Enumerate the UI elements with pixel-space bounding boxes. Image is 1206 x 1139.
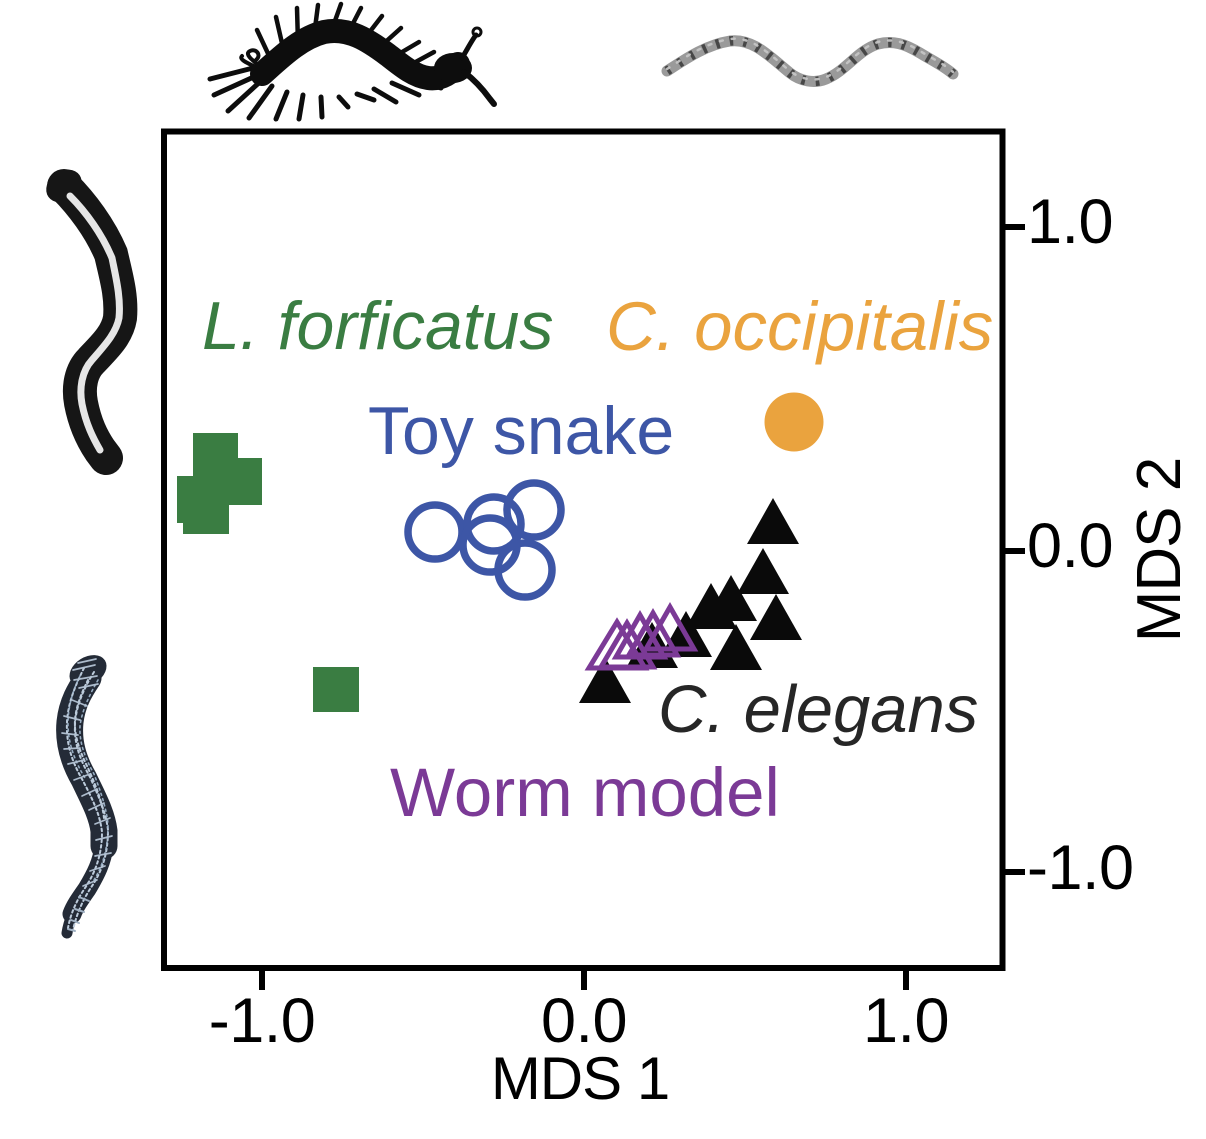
svg-text:-1.0: -1.0	[1027, 833, 1134, 903]
svg-text:-1.0: -1.0	[209, 986, 316, 1056]
svg-text:MDS 1: MDS 1	[491, 1045, 669, 1112]
svg-text:Toy snake: Toy snake	[368, 393, 674, 469]
svg-text:0.0: 0.0	[1027, 511, 1113, 581]
svg-text:Worm model: Worm model	[390, 754, 780, 831]
svg-text:C. occipitalis: C. occipitalis	[606, 288, 993, 365]
svg-text:0.0: 0.0	[541, 986, 627, 1056]
svg-text:1.0: 1.0	[1027, 187, 1113, 257]
svg-text:1.0: 1.0	[863, 986, 949, 1056]
svg-text:MDS 2: MDS 2	[1125, 458, 1194, 642]
svg-text:C. elegans: C. elegans	[658, 672, 978, 747]
svg-text:L. forficatus: L. forficatus	[202, 288, 554, 364]
